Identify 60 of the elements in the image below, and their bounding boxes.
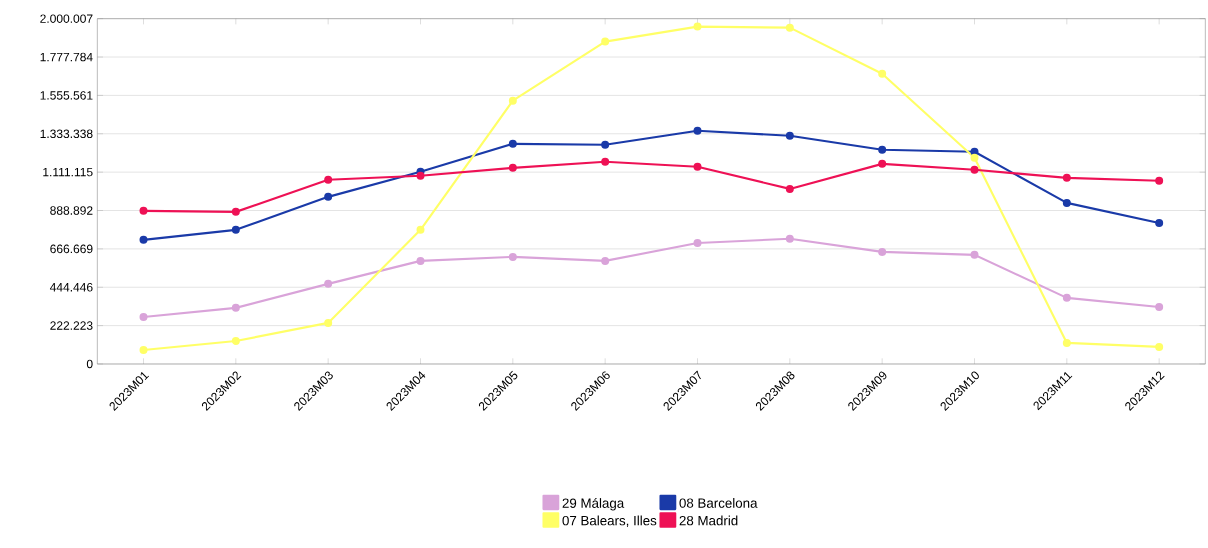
- y-tick-label: 444.446: [49, 282, 93, 292]
- point: [1062, 293, 1071, 302]
- y-tick-label: 1.555.561: [40, 91, 93, 100]
- point: [601, 256, 610, 265]
- point: [878, 247, 887, 256]
- point: [231, 225, 240, 234]
- y-tick-label: 888.892: [50, 206, 93, 215]
- point: [1155, 218, 1164, 227]
- point: [231, 207, 240, 216]
- point: [693, 126, 702, 135]
- point: [878, 145, 887, 154]
- legend-label: 08 Barcelona: [679, 498, 758, 508]
- y-tick-label: 0: [86, 359, 93, 369]
- point: [139, 206, 148, 215]
- point: [416, 225, 425, 234]
- point: [324, 192, 333, 201]
- y-tick-label: 1.777.784: [40, 52, 93, 62]
- point: [324, 279, 333, 288]
- legend-label: 28 Madrid: [679, 515, 738, 526]
- point: [601, 37, 610, 46]
- point: [139, 235, 148, 244]
- point: [878, 69, 887, 78]
- point: [785, 131, 794, 140]
- y-tick-label: 222.223: [50, 321, 93, 330]
- point: [139, 346, 148, 354]
- point: [785, 23, 794, 32]
- point: [324, 318, 333, 327]
- point: [693, 238, 702, 247]
- point: [508, 252, 517, 261]
- point: [416, 171, 425, 180]
- y-tick-label: 1.111.115: [43, 167, 93, 177]
- y-tick-label: 2.000.007: [40, 14, 93, 23]
- point: [508, 96, 517, 105]
- point: [970, 165, 979, 174]
- point: [324, 175, 333, 184]
- point: [785, 184, 794, 193]
- point: [1155, 176, 1164, 185]
- point: [1062, 338, 1071, 347]
- point: [231, 337, 240, 346]
- point: [693, 162, 702, 171]
- point: [693, 22, 702, 31]
- legend-label: 07 Balears, Illes: [562, 515, 657, 527]
- point: [139, 313, 148, 322]
- point: [601, 140, 610, 149]
- point: [1062, 173, 1071, 182]
- point: [785, 234, 794, 243]
- legend-label: 29 Málaga: [562, 497, 625, 511]
- point: [1062, 198, 1071, 207]
- point: [970, 153, 979, 162]
- y-tick-label: 1.333.338: [40, 129, 93, 139]
- point: [1155, 342, 1164, 351]
- point: [508, 163, 517, 172]
- y-tick-label: 666.669: [50, 244, 93, 254]
- point: [416, 256, 425, 265]
- point: [970, 250, 979, 259]
- point: [231, 303, 240, 312]
- point: [878, 159, 887, 168]
- point: [508, 139, 517, 148]
- point: [1155, 303, 1164, 312]
- point: [601, 157, 610, 166]
